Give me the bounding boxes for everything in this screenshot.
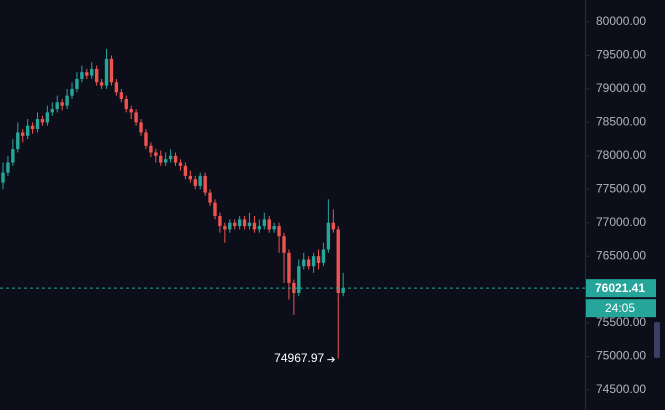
candle-body bbox=[35, 119, 40, 130]
candle-body bbox=[203, 175, 207, 193]
candle-body bbox=[316, 256, 321, 263]
candle-body bbox=[80, 72, 84, 79]
candle-body bbox=[25, 125, 30, 136]
y-tick-label: 74500.00 bbox=[596, 382, 646, 396]
candle-body bbox=[262, 219, 266, 227]
candle-body bbox=[292, 282, 296, 293]
candle-body bbox=[85, 72, 89, 76]
candle-body bbox=[1, 172, 5, 183]
candle-body bbox=[6, 162, 10, 173]
candle-body bbox=[129, 109, 133, 113]
candle-body bbox=[208, 192, 212, 203]
price-label: 76021.41 bbox=[595, 281, 645, 295]
candle-body bbox=[144, 132, 148, 146]
candle-body bbox=[45, 112, 50, 123]
scroll-handle[interactable] bbox=[654, 322, 660, 358]
candle-body bbox=[306, 259, 311, 267]
candle-body bbox=[267, 219, 271, 230]
candle-body bbox=[159, 155, 163, 163]
candle-body bbox=[188, 175, 193, 180]
y-tick-label: 79000.00 bbox=[596, 81, 646, 95]
candle-body bbox=[242, 219, 247, 227]
candle-body bbox=[70, 88, 74, 96]
candle-body bbox=[139, 122, 143, 133]
y-tick-label: 77500.00 bbox=[596, 181, 646, 195]
candle-body bbox=[178, 162, 183, 166]
price-label-box bbox=[586, 279, 656, 298]
candle-body bbox=[287, 252, 291, 283]
candle-body bbox=[173, 155, 178, 163]
candle-body bbox=[119, 92, 124, 99]
candle-body bbox=[55, 102, 59, 110]
y-tick-label: 80000.00 bbox=[596, 14, 646, 28]
candle-body bbox=[341, 288, 345, 293]
candle-body bbox=[21, 132, 25, 136]
candle-body bbox=[228, 222, 232, 230]
candle-body bbox=[40, 119, 45, 123]
candle-body bbox=[302, 259, 306, 267]
candle-body bbox=[233, 222, 237, 227]
candle-body bbox=[213, 202, 217, 217]
candle-body bbox=[30, 125, 35, 130]
y-tick-label: 79500.00 bbox=[596, 48, 646, 62]
candle-body bbox=[257, 226, 262, 230]
candle-body bbox=[134, 112, 138, 123]
y-tick-label: 75500.00 bbox=[596, 315, 646, 329]
candle-body bbox=[277, 226, 281, 237]
candle-body bbox=[326, 222, 331, 250]
candle-body bbox=[297, 266, 301, 293]
countdown-box bbox=[586, 299, 656, 318]
candle-body bbox=[94, 68, 99, 83]
candle-body bbox=[109, 58, 114, 83]
y-tick-label: 76500.00 bbox=[596, 248, 646, 262]
y-tick-label: 77000.00 bbox=[596, 215, 646, 229]
candle-body bbox=[90, 68, 94, 76]
y-tick-label: 75000.00 bbox=[596, 349, 646, 363]
candle-body bbox=[75, 78, 79, 89]
low-arrow bbox=[327, 356, 335, 363]
candle-body bbox=[223, 226, 227, 230]
candle-body bbox=[114, 82, 119, 93]
candle-body bbox=[252, 222, 257, 230]
candle-body bbox=[193, 179, 197, 186]
candle-body bbox=[247, 222, 252, 227]
y-tick-label: 78500.00 bbox=[596, 115, 646, 129]
candle-body bbox=[99, 82, 104, 86]
candle-body bbox=[16, 132, 20, 150]
y-tick-label: 78000.00 bbox=[596, 148, 646, 162]
candle-body bbox=[163, 159, 168, 163]
candle-body bbox=[311, 256, 316, 267]
low-annotation: 74967.97 bbox=[274, 351, 324, 365]
candle-body bbox=[331, 222, 336, 230]
candle-body bbox=[65, 95, 69, 106]
candle-body bbox=[104, 58, 109, 86]
candle-body bbox=[282, 236, 286, 253]
candle-body bbox=[218, 216, 222, 227]
countdown: 24:05 bbox=[605, 301, 635, 315]
candle-body bbox=[198, 175, 202, 186]
candle-body bbox=[60, 102, 64, 106]
candle-body bbox=[50, 109, 54, 113]
candle-body bbox=[321, 249, 326, 263]
candle-body bbox=[11, 149, 15, 163]
candle-body bbox=[237, 219, 242, 227]
candle-body bbox=[272, 226, 276, 230]
candle-body bbox=[168, 155, 173, 160]
candle-body bbox=[149, 145, 153, 153]
candle-body bbox=[183, 165, 188, 176]
candle-body bbox=[336, 229, 340, 293]
candle-body bbox=[154, 152, 158, 156]
candle-body bbox=[124, 98, 128, 110]
